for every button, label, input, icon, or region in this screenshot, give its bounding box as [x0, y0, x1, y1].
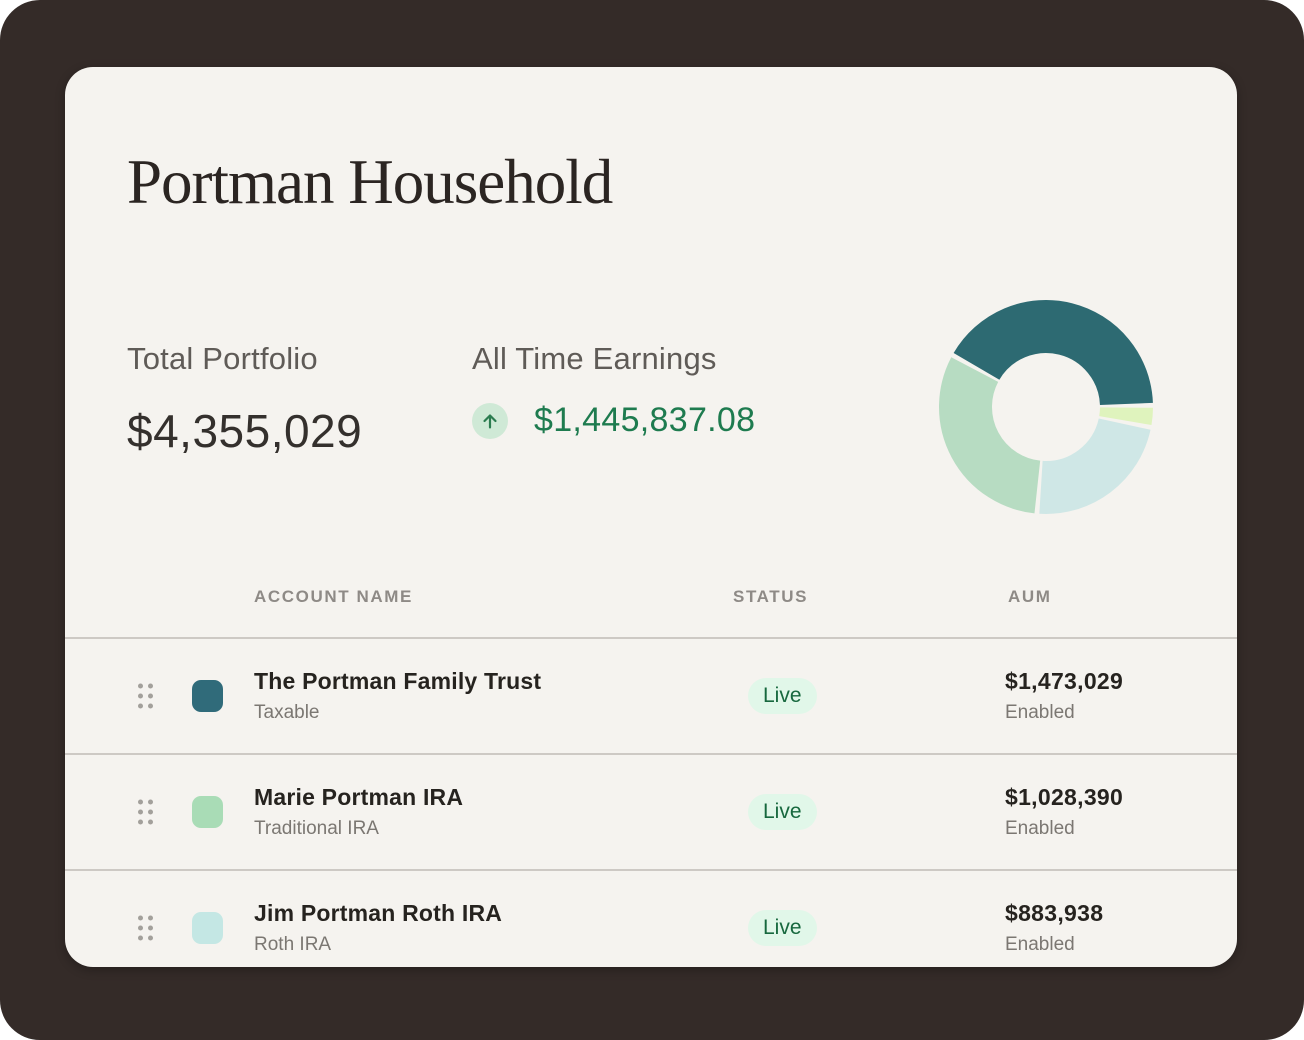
aum-status: Enabled [1005, 818, 1075, 839]
account-name: The Portman Family Trust [254, 668, 542, 694]
column-header-account-name: ACCOUNT NAME [254, 587, 413, 606]
total-portfolio-value: $4,355,029 [127, 405, 363, 457]
aum-status: Enabled [1005, 702, 1075, 723]
accounts-table: ACCOUNT NAME STATUS AUM The Portman Fami… [65, 577, 1237, 967]
page-title: Portman Household [127, 147, 613, 217]
account-color-swatch [192, 912, 223, 944]
account-type: Taxable [254, 702, 320, 723]
donut-segment-pale-lime [1099, 406, 1153, 426]
account-name: Marie Portman IRA [254, 784, 464, 810]
account-row-portman-family-trust[interactable]: The Portman Family Trust Taxable Live $1… [65, 637, 1237, 753]
accounts-table-header: ACCOUNT NAME STATUS AUM [65, 577, 1237, 637]
household-dashboard-card: Portman Household Total Portfolio $4,355… [65, 67, 1237, 967]
drag-handle-icon[interactable] [134, 796, 157, 829]
aum-value: $1,028,390 [1005, 784, 1124, 810]
aum-value: $1,473,029 [1005, 668, 1124, 694]
account-type: Traditional IRA [254, 818, 379, 839]
all-time-earnings-label: All Time Earnings [472, 341, 717, 376]
account-color-swatch [192, 796, 223, 828]
donut-segment-teal [953, 300, 1153, 406]
all-time-earnings-metric: All Time Earnings $1,445,837.08 [472, 341, 755, 440]
total-portfolio-metric: Total Portfolio $4,355,029 [127, 341, 362, 458]
donut-segment-light-blue [1039, 417, 1151, 514]
account-row-jim-portman-roth-ira[interactable]: Jim Portman Roth IRA Roth IRA Live $883,… [65, 869, 1237, 967]
arrow-up-icon [472, 402, 508, 439]
allocation-donut-chart [939, 300, 1153, 514]
status-badge: Live [748, 794, 817, 830]
status-badge: Live [748, 678, 817, 714]
column-header-aum: AUM [1008, 587, 1052, 606]
account-type: Roth IRA [254, 934, 332, 955]
all-time-earnings-value: $1,445,837.08 [534, 401, 756, 439]
account-color-swatch [192, 680, 223, 712]
account-row-marie-portman-ira[interactable]: Marie Portman IRA Traditional IRA Live $… [65, 753, 1237, 869]
drag-handle-icon[interactable] [134, 680, 157, 713]
column-header-status: STATUS [733, 587, 809, 606]
donut-segment-light-green [939, 357, 1042, 514]
account-name: Jim Portman Roth IRA [254, 900, 503, 926]
aum-status: Enabled [1005, 934, 1075, 955]
total-portfolio-label: Total Portfolio [127, 341, 318, 376]
drag-handle-icon[interactable] [134, 912, 157, 945]
aum-value: $883,938 [1005, 900, 1104, 926]
status-badge: Live [748, 910, 817, 946]
